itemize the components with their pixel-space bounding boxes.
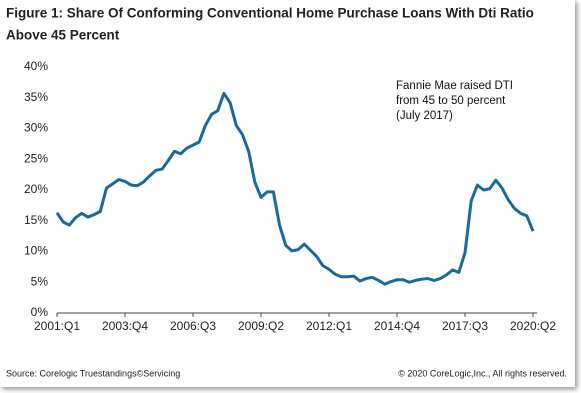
- annotation: from 45 to 50 percent: [396, 95, 506, 107]
- annotation: (July 2017): [396, 110, 453, 122]
- x-tick-label: 2020:Q2: [510, 319, 556, 333]
- y-tick-label: 40%: [24, 59, 48, 73]
- y-tick-label: 35%: [24, 90, 48, 104]
- x-tick-label: 2009:Q2: [238, 319, 284, 333]
- x-tick-label: 2017:Q3: [442, 319, 488, 333]
- source-note: Source: Corelogic Truestandings©Servicin…: [6, 368, 180, 378]
- x-tick-label: 2001:Q1: [34, 319, 80, 333]
- y-tick-label: 5%: [31, 274, 49, 288]
- chart-frame: Figure 1: Share Of Conforming Convention…: [6, 5, 567, 379]
- x-tick-label: 2014:Q4: [374, 319, 420, 333]
- y-tick-label: 0%: [31, 305, 49, 319]
- y-tick-label: 25%: [24, 151, 48, 165]
- copyright-note: © 2020 CoreLogic,Inc., All rights reserv…: [398, 368, 567, 378]
- chart-title: Figure 1: Share Of Conforming Convention…: [6, 6, 534, 21]
- x-tick-label: 2012:Q1: [306, 319, 352, 333]
- y-tick-label: 10%: [24, 244, 48, 258]
- y-tick-label: 15%: [24, 213, 48, 227]
- chart: Figure 1: Share Of Conforming Convention…: [6, 6, 567, 379]
- annotation: Fannie Mae raised DTI: [396, 80, 513, 92]
- y-tick-label: 20%: [24, 182, 48, 196]
- x-tick-label: 2003:Q4: [102, 319, 148, 333]
- chart-title: Above 45 Percent: [6, 28, 120, 43]
- x-tick-label: 2006:Q3: [170, 319, 216, 333]
- y-tick-label: 30%: [24, 121, 48, 135]
- data-line: [55, 91, 535, 286]
